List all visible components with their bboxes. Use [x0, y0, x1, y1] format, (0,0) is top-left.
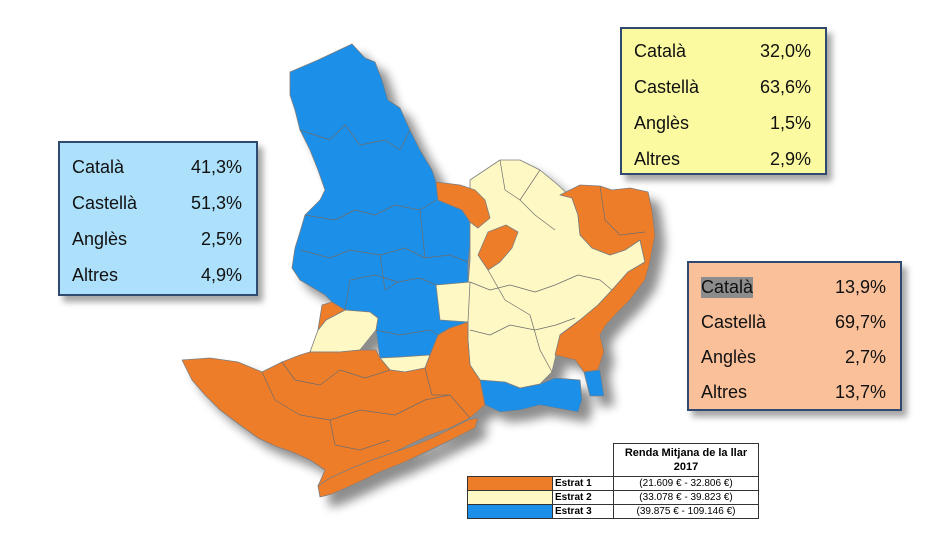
lang-label: Castellà	[72, 193, 138, 213]
lang-value: 51,3%	[190, 193, 242, 213]
lang-value: 13,7%	[834, 382, 886, 402]
district-estrat1-westcoast	[317, 301, 346, 331]
district-estrat1-southwest	[181, 321, 486, 487]
lang-value: 63,6%	[759, 77, 811, 97]
lang-value: 69,7%	[834, 312, 886, 332]
legend-label: Estrat 2	[552, 490, 614, 505]
legend-row: Estrat 2 (33.078 € - 39.823 €)	[467, 490, 759, 505]
legend-swatch-estrat1	[467, 476, 553, 491]
lang-row: Anglès 2,5%	[60, 221, 256, 257]
lang-label: Altres	[701, 382, 748, 402]
lang-row: Altres 2,9%	[622, 141, 825, 177]
district-estrat1-north	[435, 181, 491, 229]
lang-label: Anglès	[72, 229, 128, 249]
legend-label: Estrat 1	[552, 476, 614, 491]
lang-row: Altres 4,9%	[60, 257, 256, 293]
lang-label: Altres	[634, 149, 681, 169]
lang-row: Català 32,0%	[622, 33, 825, 69]
lang-value: 2,5%	[200, 229, 242, 249]
legend-row: Estrat 3 (39.875 € - 109.146 €)	[467, 504, 759, 519]
lang-value: 4,9%	[200, 265, 242, 285]
lang-value: 2,7%	[844, 347, 886, 367]
lang-value: 2,9%	[769, 149, 811, 169]
district-estrat2-left	[435, 281, 471, 323]
lang-label: Anglès	[634, 113, 690, 133]
lang-row: Anglès 1,5%	[622, 105, 825, 141]
lang-label: Català	[701, 277, 754, 298]
legend-swatch-estrat2	[467, 490, 553, 505]
lang-value: 32,0%	[759, 41, 811, 61]
district-estrat1-port	[317, 417, 479, 498]
lang-label: Anglès	[701, 347, 757, 367]
lang-label: Català	[72, 157, 125, 177]
legend-label: Estrat 3	[552, 504, 614, 519]
language-box-estrat2: Català 32,0% Castellà 63,6% Anglès 1,5% Alt…	[620, 27, 827, 175]
legend-swatch-estrat3	[467, 504, 553, 519]
lang-row: Castellà 51,3%	[60, 185, 256, 221]
lang-value: 41,3%	[190, 157, 242, 177]
lang-label: Castellà	[701, 312, 767, 332]
legend-header-row: Renda Mitjana de la llar 2017	[468, 443, 759, 477]
district-estrat3-east	[583, 369, 605, 397]
map-legend: Renda Mitjana de la llar 2017 Estrat 1 (…	[467, 443, 759, 519]
lang-label: Castellà	[634, 77, 700, 97]
legend-range: (39.875 € - 109.146 €)	[613, 504, 759, 519]
legend-range: (33.078 € - 39.823 €)	[613, 490, 759, 505]
lang-row: Anglès 2,7%	[689, 339, 900, 374]
language-box-estrat3: Català 41,3% Castellà 51,3% Anglès 2,5% Alt…	[58, 141, 258, 296]
lang-row: Català 13,9%	[689, 269, 900, 304]
lang-label: Altres	[72, 265, 119, 285]
lang-row: Altres 13,7%	[689, 374, 900, 409]
lang-value: 1,5%	[769, 113, 811, 133]
legend-row: Estrat 1 (21.609 € - 32.806 €)	[467, 476, 759, 491]
district-estrat1-northeast	[554, 184, 656, 373]
lang-label: Català	[634, 41, 687, 61]
district-estrat1-center	[477, 224, 519, 271]
language-box-estrat1: Català 13,9% Castellà 69,7% Anglès 2,7% Alt…	[687, 261, 902, 411]
legend-range: (21.609 € - 32.806 €)	[613, 476, 759, 491]
lang-row: Català 41,3%	[60, 149, 256, 185]
lang-row: Castellà 63,6%	[622, 69, 825, 105]
lang-value: 13,9%	[834, 277, 886, 297]
lang-row: Castellà 69,7%	[689, 304, 900, 339]
legend-title: Renda Mitjana de la llar 2017	[613, 443, 759, 477]
